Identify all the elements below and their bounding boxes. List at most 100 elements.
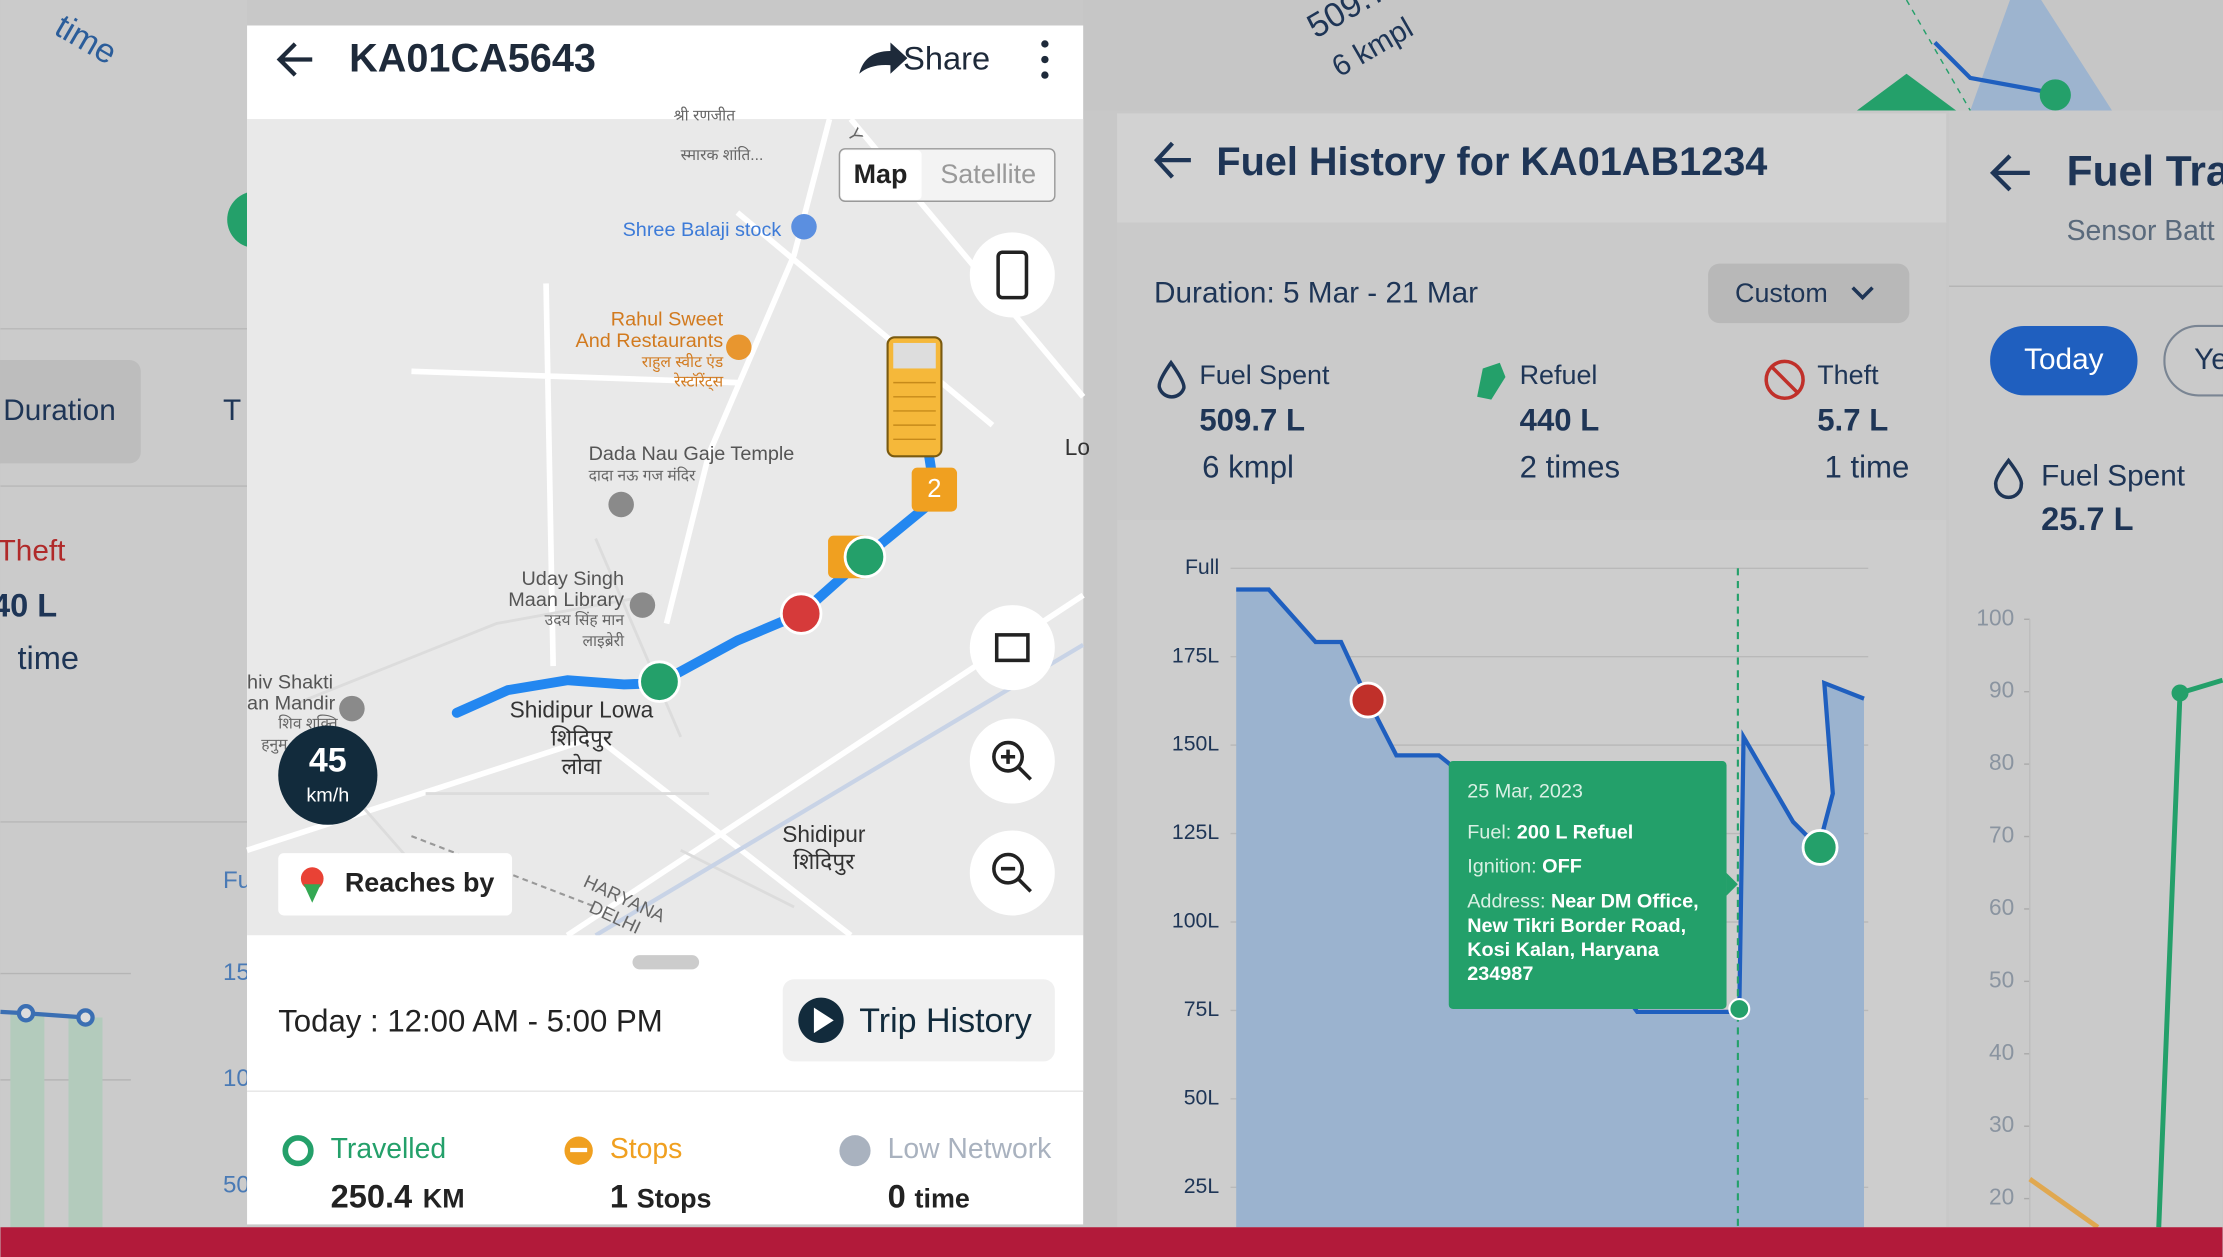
- back-icon[interactable]: [1153, 141, 1191, 179]
- map-button[interactable]: Map: [854, 159, 908, 189]
- stop-marker: [911, 467, 958, 512]
- bar: [68, 1017, 103, 1228]
- refuel-marker: [638, 660, 681, 703]
- place: Shidipur Lowa: [510, 696, 654, 722]
- point: [76, 1008, 95, 1027]
- value: 200 L Refuel: [1517, 822, 1633, 844]
- stat-value: 1: [610, 1178, 628, 1215]
- zoom-icon: [1000, 749, 1032, 781]
- place: लाइब्रेरी: [582, 632, 625, 650]
- fragment-marker: [2039, 79, 2071, 111]
- poi-pin: [339, 695, 365, 722]
- place: And Restaurants: [576, 330, 724, 352]
- fit-button[interactable]: [969, 605, 1055, 691]
- place: an Mandir: [247, 693, 336, 715]
- year-tab[interactable]: [2163, 324, 2223, 397]
- rail: [594, 642, 1085, 938]
- refuel-marker: [1801, 829, 1839, 866]
- map: [247, 119, 1084, 936]
- place: Lo: [1065, 434, 1090, 460]
- tab-label: Ye: [2194, 343, 2223, 376]
- y-tick-label: 25L: [1184, 1174, 1220, 1198]
- y-tick-label: 30: [1989, 1111, 2014, 1137]
- tooltip-text: Fuel: 200 L Refuel: [1467, 822, 1633, 844]
- tick: 10: [223, 1065, 250, 1092]
- path: [246, 733, 853, 938]
- traffic-button[interactable]: [969, 232, 1055, 318]
- fuel-icon: [1993, 457, 2024, 500]
- reaches-by-card: [278, 853, 513, 916]
- route: [451, 448, 941, 718]
- fragment-dash: [1905, 0, 1971, 111]
- stat-value: 25.7 L: [2041, 500, 2133, 537]
- time-range: Today : 12:00 AM - 5:00 PM: [278, 1003, 662, 1038]
- y-tick-label: 40: [1989, 1039, 2014, 1065]
- play-icon: [813, 1007, 834, 1034]
- theft-marker: [1349, 681, 1387, 719]
- back-icon[interactable]: [1989, 154, 2030, 192]
- custom-button[interactable]: [1708, 263, 1910, 324]
- theft-marker: [779, 592, 823, 635]
- stat-label: Stops: [610, 1133, 682, 1165]
- stat-detail: 1 time: [1825, 449, 1910, 484]
- stat-label: Low Network: [888, 1133, 1053, 1165]
- path: [283, 537, 795, 909]
- place: Dada Nau Gaje Temple: [589, 443, 795, 465]
- tooltip-address: New Tikri Border Road,: [1467, 915, 1686, 937]
- back-icon[interactable]: [276, 42, 313, 77]
- satellite-button[interactable]: Satellite: [940, 159, 1036, 189]
- network-icon: [839, 1135, 871, 1167]
- poi-pin: [791, 213, 817, 240]
- y-tick-label: 50L: [1184, 1085, 1220, 1109]
- poi-pin: [608, 491, 634, 518]
- place: दादा नऊ गज मंदिर: [589, 466, 696, 484]
- share-icon[interactable]: [859, 42, 908, 74]
- theft-label: Theft: [0, 535, 66, 568]
- speed-value: 45: [309, 741, 347, 779]
- zoom-out-button[interactable]: [969, 830, 1055, 916]
- border: [411, 835, 597, 908]
- label: Fuel:: [1467, 822, 1511, 844]
- speed-unit: km/h: [306, 785, 349, 807]
- place: Maan Library: [508, 589, 624, 611]
- stat-label: Refuel: [1520, 360, 1598, 390]
- point: [16, 1004, 36, 1023]
- fuel-icon: [1157, 359, 1186, 399]
- tab-label: Today: [2024, 343, 2104, 376]
- refuel-marker: [843, 535, 887, 579]
- truck-cab: [893, 342, 936, 369]
- stat-label: Theft: [1817, 360, 1879, 390]
- theft-icon: [1770, 365, 1799, 394]
- tooltip-arrow: [1726, 872, 1738, 896]
- tracker-title: Fuel Tra: [2067, 149, 2223, 196]
- second-tab: T: [223, 394, 241, 427]
- theft-icon: [1764, 359, 1805, 400]
- stop-number: 2: [927, 475, 941, 503]
- place: Shidipur: [782, 821, 866, 847]
- place: Shree Balaji stock: [623, 219, 782, 241]
- y-tick-label: 100L: [1172, 909, 1219, 933]
- zoom-icon: [992, 740, 1024, 773]
- stat-detail: 6 kmpl: [1202, 449, 1294, 484]
- place: hiv Shakti: [247, 671, 333, 693]
- tooltip-address: Kosi Kalan, Haryana: [1467, 939, 1660, 961]
- stat-unit: KM: [423, 1183, 465, 1213]
- zoom-in-button[interactable]: [969, 718, 1055, 804]
- share-button[interactable]: Share: [903, 40, 990, 77]
- y-tick-label: 90: [1989, 677, 2014, 703]
- trip-history-button[interactable]: [782, 979, 1055, 1062]
- stat-value: 440 L: [1520, 403, 1600, 438]
- today-tab[interactable]: [1990, 325, 2138, 396]
- y-tick-label: 50: [1989, 966, 2014, 992]
- y-tick-label: 100: [1976, 604, 2014, 630]
- footer-bar: [0, 1227, 2223, 1257]
- place: लोवा: [562, 753, 603, 779]
- reaches-by: Reaches by: [345, 867, 495, 897]
- traffic-icon: [996, 250, 1029, 300]
- tooltip-text: Address: Near DM Office,: [1467, 891, 1698, 913]
- tracker-line: [2028, 1177, 2100, 1230]
- tracker-subtitle: Sensor Batt: [2067, 215, 2215, 247]
- place: रेस्टॉरेंट्स: [673, 373, 723, 391]
- poi-pin: [629, 592, 656, 618]
- streets: [283, 537, 795, 909]
